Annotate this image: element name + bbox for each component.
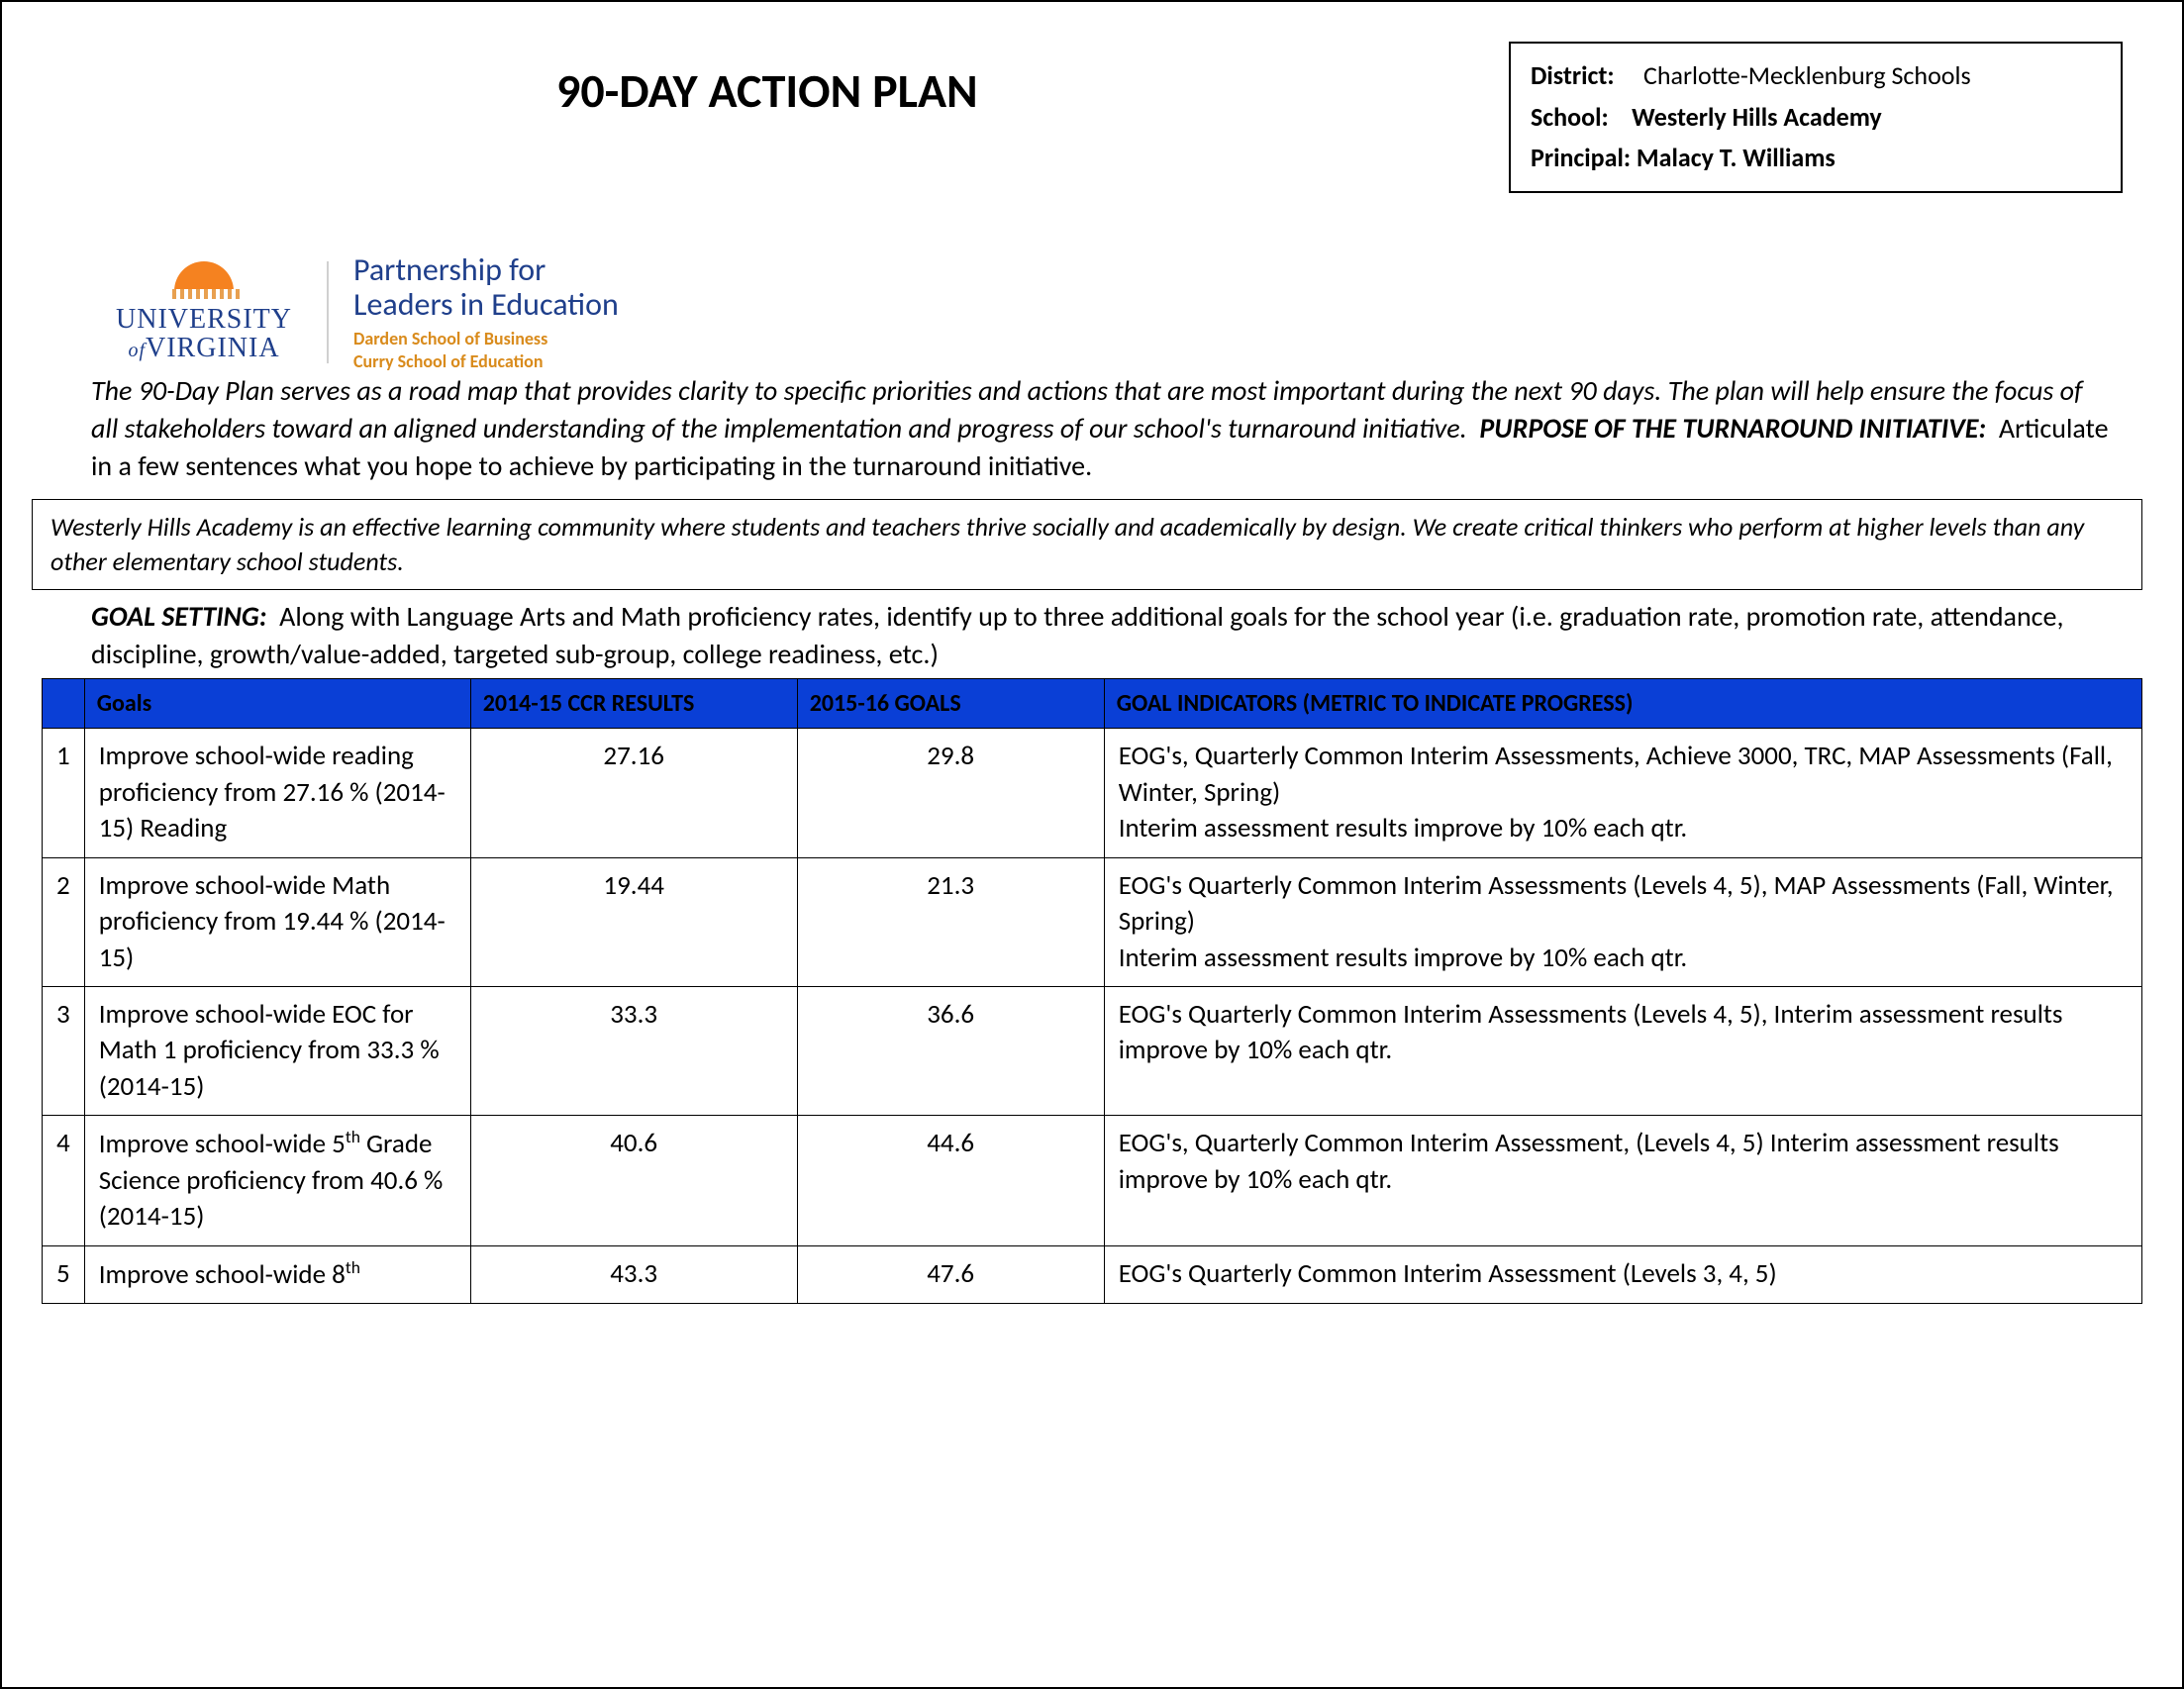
table-row: 1Improve school-wide reading proficiency… (43, 729, 2142, 857)
ple-sub: Darden School of Business Curry School o… (353, 328, 619, 372)
uva-line2: VIRGINIA (146, 333, 280, 363)
row-g16: 47.6 (797, 1245, 1104, 1303)
row-num: 1 (43, 729, 85, 857)
uva-text: UNIVERSITY ofVIRGINIA (116, 305, 292, 363)
table-row: 4Improve school-wide 5th Grade Science p… (43, 1116, 2142, 1245)
header-row: 90-DAY ACTION PLAN District: Charlotte-M… (32, 42, 2152, 193)
row-g16: 29.8 (797, 729, 1104, 857)
col-ccr-header: 2014-15 CCR RESULTS (470, 679, 797, 729)
goal-setting-paragraph: GOAL SETTING: Along with Language Arts a… (91, 598, 2113, 673)
purpose-box: Westerly Hills Academy is an effective l… (32, 499, 2142, 590)
purpose-label: PURPOSE OF THE TURNAROUND INITIATIVE: (1479, 411, 1986, 446)
page: 90-DAY ACTION PLAN District: Charlotte-M… (0, 0, 2184, 1689)
row-indicators: EOG's, Quarterly Common Interim Assessme… (1104, 729, 2141, 857)
ple-title-l2: Leaders in Education (353, 285, 619, 324)
row-goal: Improve school-wide Math proficiency fro… (84, 857, 470, 986)
row-g16: 44.6 (797, 1116, 1104, 1245)
school-line: School: Westerly Hills Academy (1531, 97, 2101, 139)
district-label: District: (1531, 59, 1615, 91)
district-line: District: Charlotte-Mecklenburg Schools (1531, 55, 2101, 97)
row-g16: 21.3 (797, 857, 1104, 986)
table-row: 3Improve school-wide EOC for Math 1 prof… (43, 986, 2142, 1115)
col-indicators-header: GOAL INDICATORS (METRIC TO INDICATE PROG… (1104, 679, 2141, 729)
row-indicators: EOG's Quarterly Common Interim Assessmen… (1104, 1245, 2141, 1303)
col-g16-header: 2015-16 GOALS (797, 679, 1104, 729)
info-box: District: Charlotte-Mecklenburg Schools … (1509, 42, 2123, 193)
table-row: 2Improve school-wide Math proficiency fr… (43, 857, 2142, 986)
uva-dome-icon (174, 261, 234, 291)
ple-sub-l2: Curry School of Education (353, 350, 544, 372)
page-title: 90-DAY ACTION PLAN (556, 61, 978, 120)
table-body: 1Improve school-wide reading proficiency… (43, 729, 2142, 1304)
row-goal: Improve school-wide 5th Grade Science pr… (84, 1116, 470, 1245)
row-num: 4 (43, 1116, 85, 1245)
row-ccr: 33.3 (470, 986, 797, 1115)
row-ccr: 19.44 (470, 857, 797, 986)
row-ccr: 27.16 (470, 729, 797, 857)
col-num-header (43, 679, 85, 729)
principal-label: Principal: (1531, 142, 1631, 173)
ple-block: Partnership for Leaders in Education Dar… (353, 252, 619, 372)
row-g16: 36.6 (797, 986, 1104, 1115)
goals-table: Goals 2014-15 CCR RESULTS 2015-16 GOALS … (42, 678, 2142, 1304)
row-num: 5 (43, 1245, 85, 1303)
col-goals-header: Goals (84, 679, 470, 729)
row-ccr: 43.3 (470, 1245, 797, 1303)
row-indicators: EOG's Quarterly Common Interim Assessmen… (1104, 857, 2141, 986)
logo-row: UNIVERSITY ofVIRGINIA Partnership for Le… (101, 252, 2152, 372)
table-row: 5Improve school-wide 8th43.347.6EOG's Qu… (43, 1245, 2142, 1303)
row-ccr: 40.6 (470, 1116, 797, 1245)
ple-title-l1: Partnership for (353, 250, 546, 289)
uva-line1: UNIVERSITY (116, 304, 292, 335)
row-goal: Improve school-wide reading proficiency … (84, 729, 470, 857)
row-goal: Improve school-wide EOC for Math 1 profi… (84, 986, 470, 1115)
row-num: 2 (43, 857, 85, 986)
row-num: 3 (43, 986, 85, 1115)
goal-setting-label: GOAL SETTING: (91, 599, 267, 634)
principal-value: Malacy T. Williams (1637, 142, 1836, 173)
uva-logo: UNIVERSITY ofVIRGINIA (101, 261, 329, 363)
intro-paragraph: The 90-Day Plan serves as a road map tha… (91, 372, 2113, 484)
ple-sub-l1: Darden School of Business (353, 328, 547, 349)
row-indicators: EOG's Quarterly Common Interim Assessmen… (1104, 986, 2141, 1115)
row-goal: Improve school-wide 8th (84, 1245, 470, 1303)
row-indicators: EOG's, Quarterly Common Interim Assessme… (1104, 1116, 2141, 1245)
school-value: Westerly Hills Academy (1632, 101, 1882, 133)
uva-of: of (128, 340, 146, 361)
ple-title: Partnership for Leaders in Education (353, 252, 619, 322)
principal-line: Principal: Malacy T. Williams (1531, 138, 2101, 179)
school-label: School: (1531, 101, 1609, 133)
goal-setting-text: Along with Language Arts and Math profic… (91, 599, 2063, 671)
table-header-row: Goals 2014-15 CCR RESULTS 2015-16 GOALS … (43, 679, 2142, 729)
district-value: Charlotte-Mecklenburg Schools (1643, 59, 1971, 91)
